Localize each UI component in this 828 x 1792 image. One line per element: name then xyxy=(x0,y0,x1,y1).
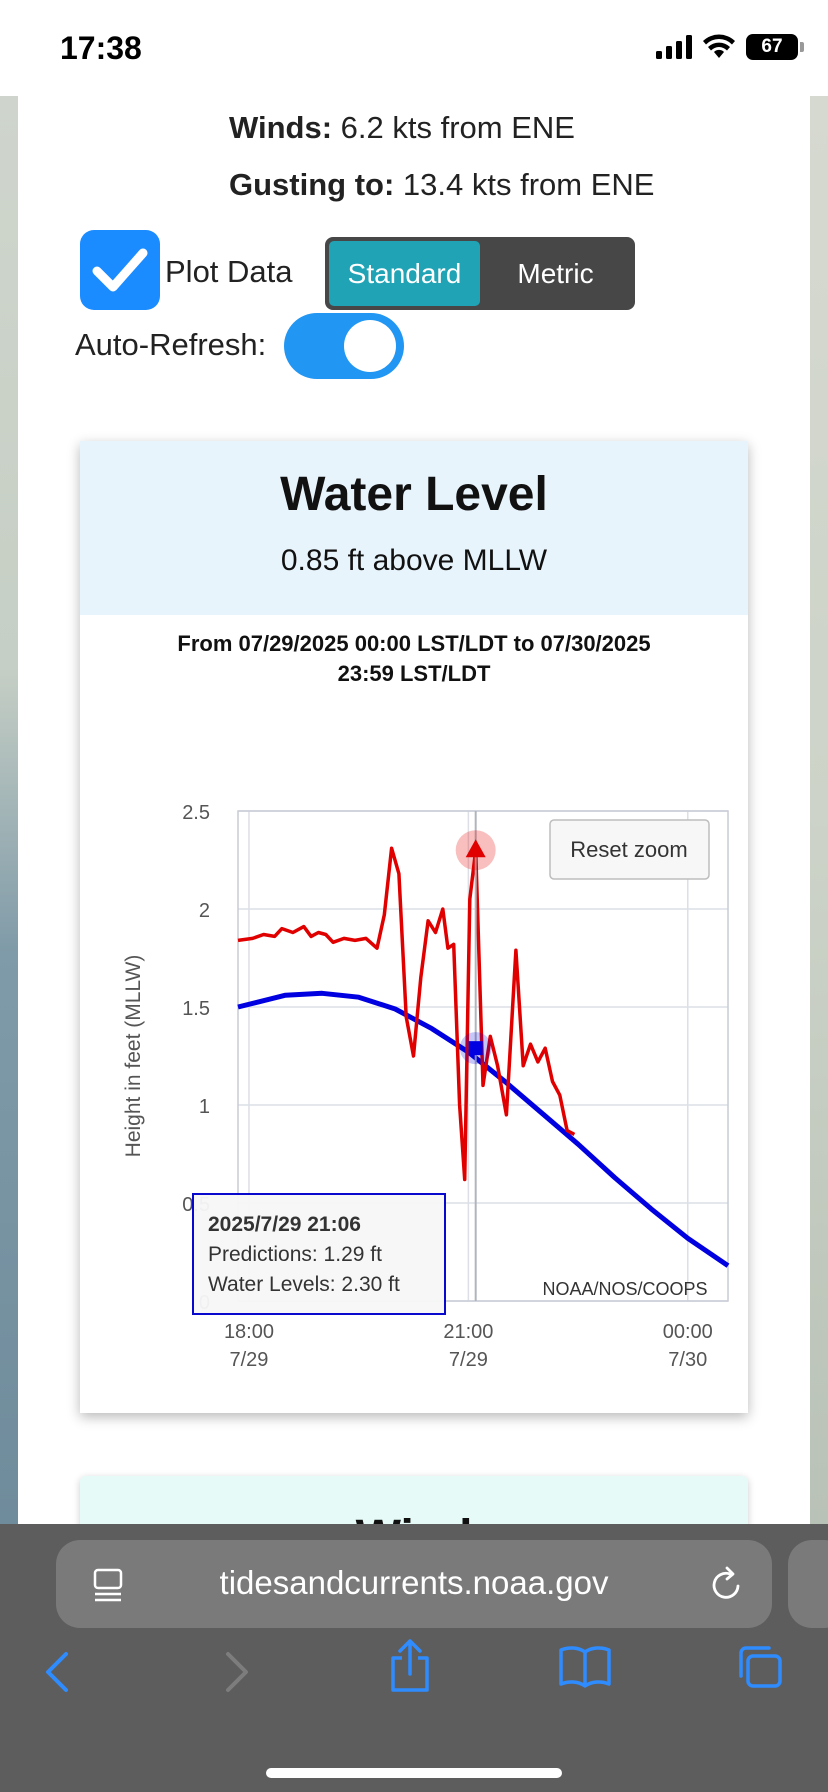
x-tick-time: 21:00 xyxy=(443,1321,493,1343)
winds-label: Winds: xyxy=(229,110,333,145)
y-axis-label: Height in feet (MLLW) xyxy=(122,955,145,1158)
unit-toggle: Standard Metric xyxy=(325,237,635,310)
chart-series xyxy=(237,846,730,1268)
water-level-marker xyxy=(465,839,486,858)
chart-credit: NOAA/NOS/COOPS xyxy=(542,1279,707,1299)
y-tick-label: 1 xyxy=(199,1096,210,1118)
hover-markers xyxy=(455,811,496,1301)
battery-icon: 67 xyxy=(746,34,804,60)
water-level-title: Water Level xyxy=(280,468,548,521)
status-time: 17:38 xyxy=(60,30,142,66)
page-menu-icon[interactable] xyxy=(92,1568,124,1602)
y-tick-label: 2.5 xyxy=(182,802,210,824)
water-level-header: Water Level 0.85 ft above MLLW xyxy=(80,441,748,615)
home-indicator xyxy=(266,1768,562,1778)
map-background-left xyxy=(0,96,18,1524)
next-tab-peek[interactable] xyxy=(788,1540,828,1628)
gusting-value: 13.4 kts from ENE xyxy=(402,167,655,202)
checkmark-icon xyxy=(92,248,148,292)
x-axis-ticks: 18:00 7/29 21:00 7/29 00:00 7/30 xyxy=(224,1321,713,1371)
wifi-icon xyxy=(703,34,735,58)
metric-units-button[interactable]: Metric xyxy=(517,257,594,289)
wind-card: Wind xyxy=(80,1476,748,1524)
water-level-card: Water Level 0.85 ft above MLLW From 07/2… xyxy=(80,441,748,1413)
x-tick-date: 7/29 xyxy=(230,1349,269,1371)
tabs-icon[interactable] xyxy=(736,1644,784,1690)
browser-toolbar: tidesandcurrents.noaa.gov xyxy=(0,1524,828,1792)
gusting-label: Gusting to: xyxy=(229,167,395,202)
x-tick-time: 00:00 xyxy=(663,1321,713,1343)
plot-data-label: Plot Data xyxy=(165,254,293,289)
status-bar: 17:38 67 xyxy=(0,0,828,96)
address-bar[interactable]: tidesandcurrents.noaa.gov xyxy=(56,1540,772,1628)
series-line-water-levels xyxy=(237,846,576,1182)
switch-knob xyxy=(344,320,396,372)
y-tick-label: 1.5 xyxy=(182,998,210,1020)
bookmarks-icon[interactable] xyxy=(558,1644,612,1690)
plot-area xyxy=(237,810,729,1302)
tooltip-predictions: Predictions: 1.29 ft xyxy=(208,1243,382,1266)
map-background-right xyxy=(810,96,828,1524)
gusting-row: Gusting to: 13.4 kts from ENE xyxy=(229,167,654,203)
reload-icon[interactable] xyxy=(710,1566,744,1602)
status-icons: 67 xyxy=(656,34,804,60)
tooltip-water-levels: Water Levels: 2.30 ft xyxy=(208,1273,400,1296)
auto-refresh-label: Auto-Refresh: xyxy=(75,327,267,362)
standard-units-button[interactable]: Standard xyxy=(329,241,480,306)
forward-icon[interactable] xyxy=(222,1650,252,1694)
water-level-value: 0.85 ft above MLLW xyxy=(280,544,548,577)
winds-value: 6.2 kts from ENE xyxy=(340,110,575,145)
prediction-marker xyxy=(468,1041,483,1056)
winds-row: Winds: 6.2 kts from ENE xyxy=(229,110,575,146)
wind-card-title: Wind xyxy=(80,1510,748,1524)
station-panel: Winds: 6.2 kts from ENE Gusting to: 13.4… xyxy=(18,96,810,1524)
plot-data-checkbox[interactable] xyxy=(80,230,160,310)
chart-date-range: From 07/29/2025 00:00 LST/LDT to 07/30/2… xyxy=(177,631,651,686)
x-tick-time: 18:00 xyxy=(224,1321,274,1343)
back-icon[interactable] xyxy=(42,1650,72,1694)
x-tick-date: 7/30 xyxy=(668,1349,707,1371)
url-text: tidesandcurrents.noaa.gov xyxy=(219,1564,609,1601)
chart-tooltip: 2025/7/29 21:06 Predictions: 1.29 ft Wat… xyxy=(192,1193,446,1315)
battery-level: 67 xyxy=(761,36,783,57)
auto-refresh-switch[interactable] xyxy=(284,313,404,379)
tooltip-title: 2025/7/29 21:06 xyxy=(208,1213,361,1236)
y-tick-label: 2 xyxy=(199,900,210,922)
x-tick-date: 7/29 xyxy=(449,1349,488,1371)
reset-zoom-button[interactable]: Reset zoom xyxy=(549,819,710,880)
cellular-signal-icon xyxy=(656,35,692,59)
share-icon[interactable] xyxy=(388,1638,432,1694)
reset-zoom-label: Reset zoom xyxy=(570,837,687,862)
water-level-chart[interactable]: 2.521.510.50 18:007/2921:007/2900:007/30… xyxy=(80,731,748,1396)
